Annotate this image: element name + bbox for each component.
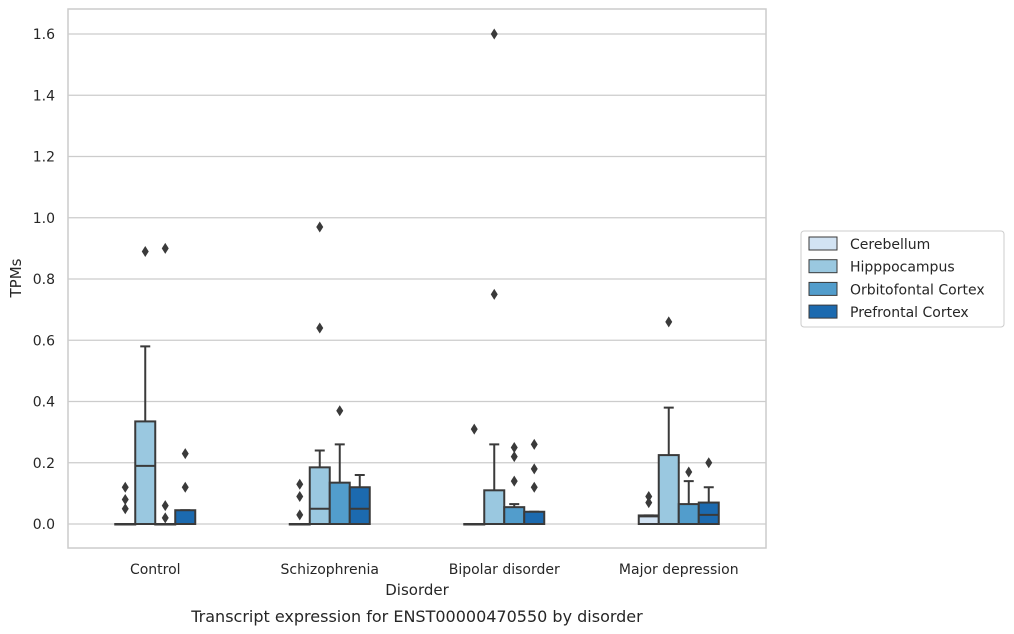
box-1-0 bbox=[134, 245, 157, 525]
y-tick-label: 0.2 bbox=[33, 456, 55, 472]
box-body bbox=[677, 503, 700, 525]
outlier-point bbox=[181, 448, 189, 460]
box-body bbox=[657, 454, 680, 525]
y-axis-label: TPMs bbox=[7, 258, 25, 298]
legend-label: Prefrontal Cortex bbox=[850, 305, 969, 321]
box-2-1 bbox=[328, 405, 351, 525]
box-2-0 bbox=[154, 242, 177, 526]
y-tick-label: 0.4 bbox=[33, 395, 55, 411]
outlier-point bbox=[685, 466, 693, 478]
outlier-point bbox=[336, 405, 344, 417]
box-body bbox=[328, 481, 351, 525]
outlier-point bbox=[121, 503, 129, 515]
outlier-point bbox=[530, 463, 538, 475]
legend-swatch bbox=[808, 236, 838, 251]
box-body bbox=[174, 509, 197, 525]
box-2-3 bbox=[677, 466, 700, 525]
plot-frame bbox=[67, 8, 767, 549]
outlier-point bbox=[510, 451, 518, 463]
outlier-point bbox=[490, 288, 498, 300]
outlier-point bbox=[530, 481, 538, 493]
outlier-point bbox=[316, 221, 324, 233]
x-axis-ticks: Control Schizophrenia Bipolar disorder Majo… bbox=[130, 562, 739, 578]
outlier-point bbox=[141, 245, 149, 257]
outlier-point bbox=[161, 242, 169, 254]
x-tick-label: Control bbox=[130, 562, 181, 578]
legend-swatch bbox=[808, 281, 838, 296]
outlier-point bbox=[470, 423, 478, 435]
outlier-point bbox=[316, 322, 324, 334]
box-0-2 bbox=[463, 423, 486, 526]
box-1-2 bbox=[483, 28, 506, 525]
outlier-point bbox=[296, 509, 304, 521]
box-1-3 bbox=[657, 316, 680, 525]
box-0-1 bbox=[288, 478, 311, 526]
y-tick-label: 0.6 bbox=[33, 333, 55, 349]
y-tick-label: 0.0 bbox=[33, 517, 55, 533]
legend-label: Cerebellum bbox=[850, 237, 930, 253]
box-body bbox=[308, 466, 331, 525]
outlier-point bbox=[510, 441, 518, 453]
outlier-point bbox=[121, 494, 129, 505]
legend: Cerebellum Hipppocampus Orbitofontal Corte… bbox=[800, 230, 1005, 328]
outlier-point bbox=[181, 481, 189, 493]
outlier-point bbox=[296, 490, 304, 502]
y-tick-label: 1.0 bbox=[33, 211, 55, 227]
legend-label: Orbitofontal Cortex bbox=[850, 282, 985, 298]
outlier-point bbox=[121, 481, 129, 493]
outlier-point bbox=[645, 490, 653, 502]
y-tick-label: 1.6 bbox=[33, 27, 55, 43]
legend-swatch bbox=[808, 259, 838, 274]
box-3-1 bbox=[348, 474, 371, 525]
outlier-point bbox=[645, 497, 653, 509]
box-3-0 bbox=[174, 448, 197, 525]
x-tick-label: Schizophrenia bbox=[281, 562, 379, 578]
x-tick-label: Major depression bbox=[619, 562, 739, 578]
figure-caption: Transcript expression for ENST0000047055… bbox=[190, 607, 643, 626]
outlier-point bbox=[530, 438, 538, 450]
y-tick-label: 1.4 bbox=[33, 88, 55, 104]
outlier-point bbox=[705, 457, 713, 469]
box-plots bbox=[114, 28, 720, 526]
box-body bbox=[697, 501, 720, 525]
box-body bbox=[483, 489, 506, 525]
outlier-point bbox=[510, 475, 518, 487]
y-axis-ticks: 0.0 0.2 0.4 0.6 0.8 1.0 1.2 1.4 1.6 bbox=[33, 27, 55, 533]
legend-swatch bbox=[808, 304, 838, 319]
legend-label: Hipppocampus bbox=[850, 260, 955, 276]
outlier-point bbox=[490, 28, 498, 40]
x-axis-label: Disorder bbox=[385, 581, 449, 599]
box-body bbox=[348, 486, 371, 525]
outlier-point bbox=[296, 478, 304, 490]
box-3-3 bbox=[697, 457, 720, 525]
legend-frame bbox=[800, 230, 1005, 328]
box-body bbox=[523, 510, 546, 525]
y-tick-label: 1.2 bbox=[33, 150, 55, 166]
outlier-point bbox=[161, 512, 169, 524]
box-body bbox=[134, 420, 157, 525]
outlier-point bbox=[161, 500, 169, 512]
x-tick-label: Bipolar disorder bbox=[449, 562, 560, 578]
box-3-2 bbox=[523, 438, 546, 525]
box-body bbox=[503, 506, 526, 525]
outlier-point bbox=[665, 316, 673, 328]
y-tick-label: 0.8 bbox=[33, 272, 55, 288]
